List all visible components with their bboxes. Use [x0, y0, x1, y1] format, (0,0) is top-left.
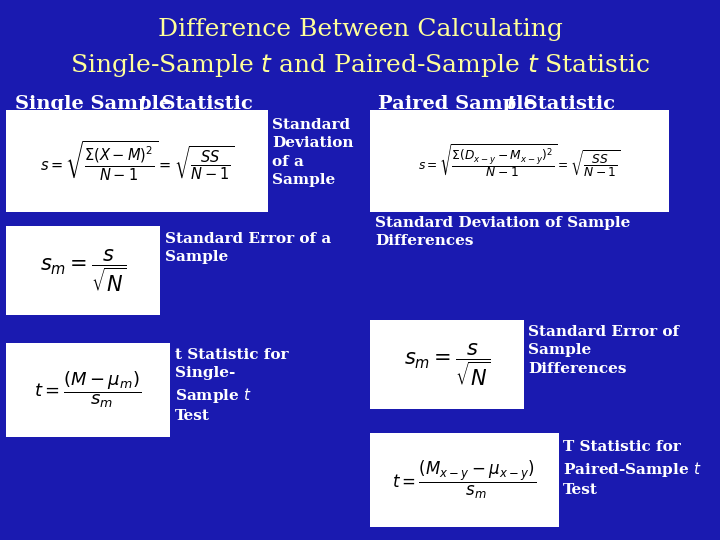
- Text: $t = \dfrac{(M-\mu_m)}{s_m}$: $t = \dfrac{(M-\mu_m)}{s_m}$: [35, 370, 142, 410]
- FancyBboxPatch shape: [6, 110, 268, 212]
- FancyBboxPatch shape: [6, 226, 160, 315]
- FancyBboxPatch shape: [370, 320, 524, 409]
- FancyBboxPatch shape: [370, 110, 669, 212]
- Text: Paired Sample: Paired Sample: [378, 95, 543, 113]
- Text: Standard Error of a
Sample: Standard Error of a Sample: [165, 232, 331, 265]
- Text: Statistic: Statistic: [148, 95, 253, 113]
- Text: Standard
Deviation
of a
Sample: Standard Deviation of a Sample: [272, 118, 354, 187]
- Text: $t = \dfrac{(M_{x-y}-\mu_{x-y})}{s_m}$: $t = \dfrac{(M_{x-y}-\mu_{x-y})}{s_m}$: [392, 459, 536, 501]
- Text: T Statistic for
Paired-Sample $t$
Test: T Statistic for Paired-Sample $t$ Test: [563, 440, 702, 497]
- Text: Single-Sample $t$ and Paired-Sample $t$ Statistic: Single-Sample $t$ and Paired-Sample $t$ …: [70, 52, 650, 79]
- Text: Statistic: Statistic: [517, 95, 615, 113]
- FancyBboxPatch shape: [370, 433, 559, 527]
- Text: $s = \sqrt{\dfrac{\Sigma(D_{x-y} - M_{x-y})^2}{N-1}} = \sqrt{\dfrac{SS}{N-1}}$: $s = \sqrt{\dfrac{\Sigma(D_{x-y} - M_{x-…: [418, 143, 621, 180]
- Text: $s_m = \dfrac{s}{\sqrt{N}}$: $s_m = \dfrac{s}{\sqrt{N}}$: [404, 341, 490, 388]
- Text: $s_m = \dfrac{s}{\sqrt{N}}$: $s_m = \dfrac{s}{\sqrt{N}}$: [40, 247, 126, 294]
- Text: Standard Error of
Sample
Differences: Standard Error of Sample Differences: [528, 325, 679, 376]
- Text: t Statistic for
Single-
Sample $t$
Test: t Statistic for Single- Sample $t$ Test: [175, 348, 289, 423]
- Text: t: t: [506, 95, 515, 113]
- Text: Single Sample: Single Sample: [15, 95, 178, 113]
- Text: $s = \sqrt{\dfrac{\Sigma(X-M)^2}{N-1}} = \sqrt{\dfrac{SS}{N-1}}$: $s = \sqrt{\dfrac{\Sigma(X-M)^2}{N-1}} =…: [40, 139, 234, 183]
- FancyBboxPatch shape: [6, 343, 170, 437]
- Text: Difference Between Calculating: Difference Between Calculating: [158, 18, 562, 41]
- Text: Standard Deviation of Sample
Differences: Standard Deviation of Sample Differences: [375, 216, 631, 248]
- Text: t: t: [138, 95, 147, 113]
